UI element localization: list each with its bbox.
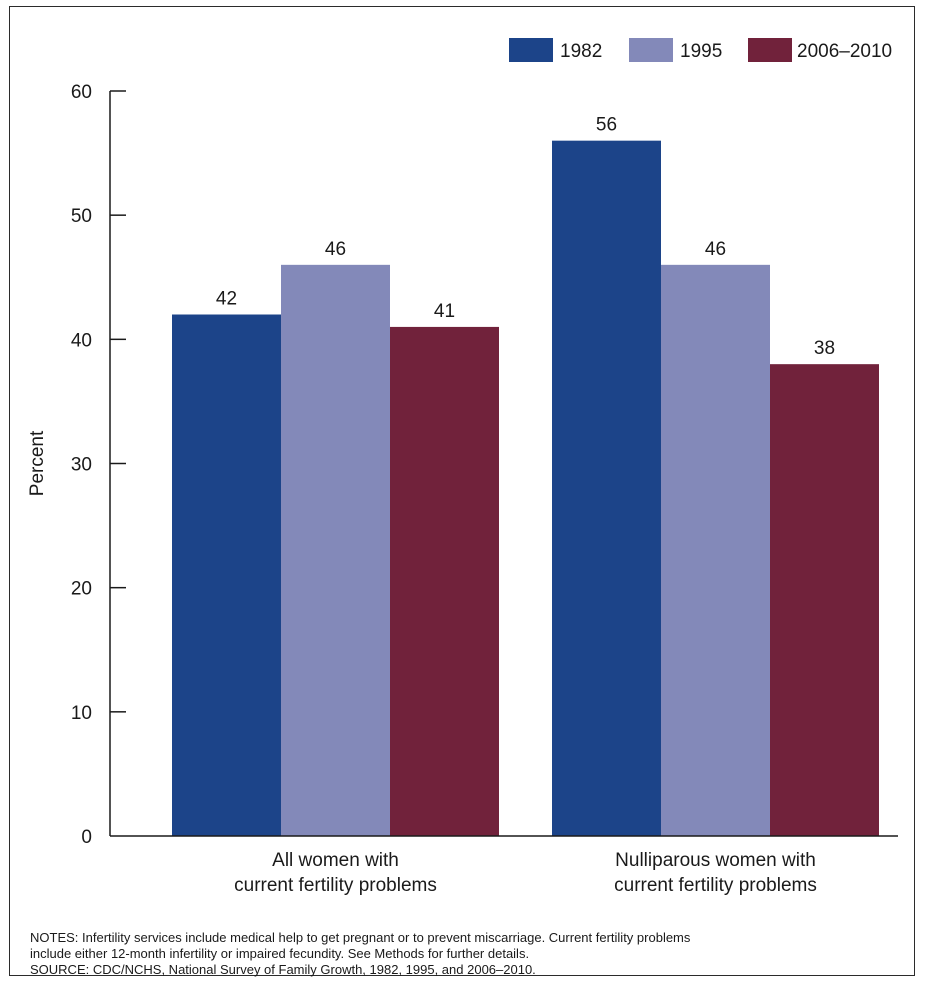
legend-label-1982: 1982 [560, 41, 602, 62]
data-label-1995-1: 46 [705, 239, 726, 260]
data-label-1982-0: 42 [216, 289, 237, 310]
y-tick-label-20: 20 [71, 579, 92, 600]
y-tick-label-0: 0 [81, 827, 92, 848]
legend-label-1995: 1995 [680, 41, 722, 62]
bar-2006–2010-0 [390, 326, 499, 836]
data-label-2006–2010-1: 38 [814, 338, 835, 359]
legend-swatch-1982 [509, 38, 553, 62]
bar-2006–2010-1 [770, 364, 879, 836]
chart-notes: NOTES: Infertility services include medi… [30, 930, 910, 978]
y-tick-label-30: 30 [71, 455, 92, 476]
x-category-label-0-1: current fertility problems [234, 875, 437, 896]
y-tick-label-60: 60 [71, 82, 92, 103]
notes-line-1: NOTES: Infertility services include medi… [30, 930, 691, 945]
y-tick-label-50: 50 [71, 206, 92, 227]
x-category-label-0-0: All women with [272, 850, 399, 871]
data-label-1982-1: 56 [596, 115, 617, 136]
data-label-1995-0: 46 [325, 239, 346, 260]
legend-label-2006–2010: 2006–2010 [797, 41, 892, 62]
y-axis-label: Percent [27, 430, 48, 496]
x-category-label-1-1: current fertility problems [614, 875, 817, 896]
bar-1982-0 [172, 314, 281, 836]
legend-swatch-2006–2010 [748, 38, 792, 62]
bar-1995-1 [661, 264, 770, 836]
notes-line-2: include either 12-month infertility or i… [30, 946, 530, 961]
y-tick-label-10: 10 [71, 703, 92, 724]
data-label-2006–2010-0: 41 [434, 301, 455, 322]
x-category-label-1-0: Nulliparous women with [615, 850, 816, 871]
bar-1982-1 [552, 140, 661, 836]
source-line: SOURCE: CDC/NCHS, National Survey of Fam… [30, 962, 536, 977]
legend-swatch-1995 [629, 38, 673, 62]
bar-1995-0 [281, 264, 390, 836]
y-tick-label-40: 40 [71, 330, 92, 351]
